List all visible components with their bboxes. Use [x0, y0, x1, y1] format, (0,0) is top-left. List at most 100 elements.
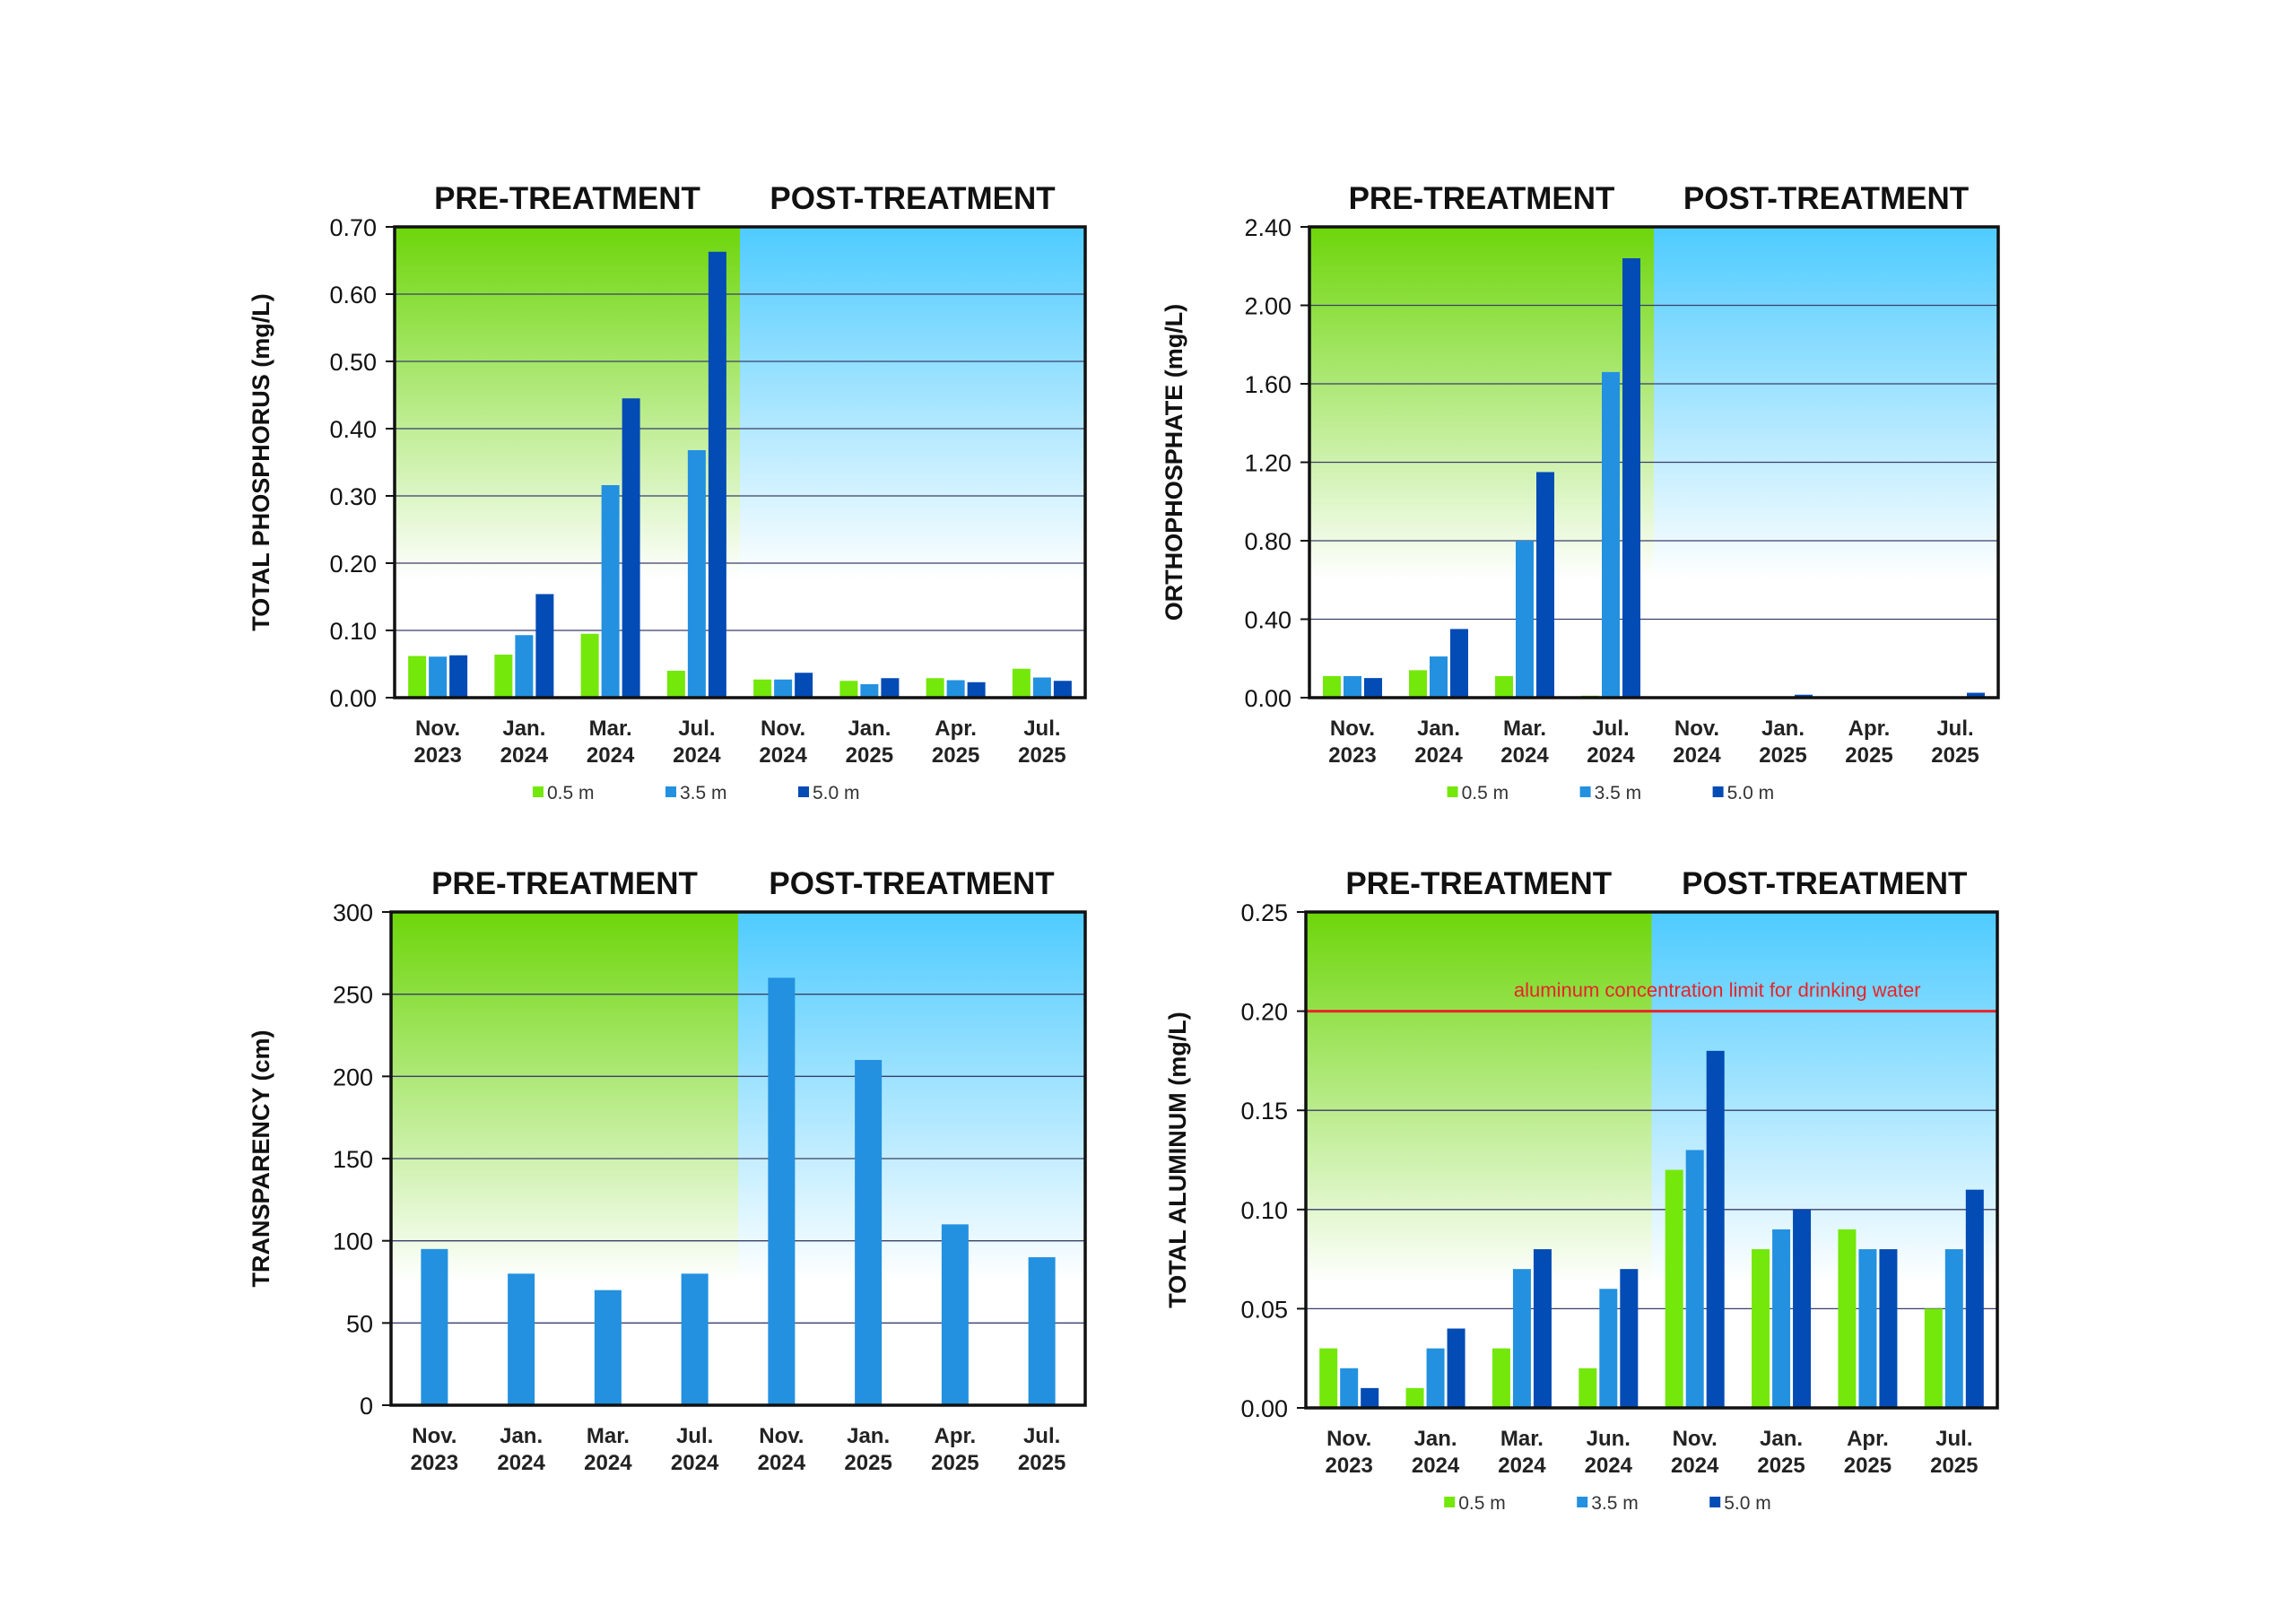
x-tick-year: 2024	[1500, 743, 1549, 768]
bar-0-5-m	[1319, 1348, 1338, 1408]
y-tick-label: 0.05	[1240, 1296, 1288, 1323]
x-tick-month: Nov.	[759, 1424, 804, 1448]
bar-3-5-m	[1944, 1249, 1963, 1408]
bar-5-0-m	[1053, 681, 1072, 698]
x-tick-month: Apr.	[935, 716, 977, 741]
y-tick-label: 0	[360, 1393, 373, 1420]
legend-label: 3.5 m	[680, 783, 727, 803]
chart-4: PRE-TREATMENT POST-TREATMENT 0.00 0.05 0.10 0…	[1164, 866, 1999, 1514]
bar-0-5-m	[1495, 675, 1513, 698]
x-tick-month: Jun.	[1587, 1427, 1631, 1451]
y-tick-label: 0.10	[329, 618, 377, 645]
x-tick-month: Jul.	[1936, 716, 1973, 741]
x-tick-year: 2025	[931, 1451, 978, 1475]
bar-5-0-m	[1967, 692, 1985, 698]
bar-0-5-m	[1323, 675, 1341, 698]
x-tick-month: Jul.	[1592, 716, 1629, 741]
bar-0-5-m	[1405, 1387, 1424, 1408]
pre-treatment-title: PRE-TREATMENT	[1349, 181, 1615, 216]
y-tick-label: 0.00	[1244, 685, 1292, 712]
plot-frame	[393, 225, 1087, 699]
bar-0-5-m	[494, 655, 513, 698]
x-tick-year: 2024	[497, 1451, 545, 1475]
bar-5-0-m	[1793, 1209, 1812, 1408]
bar-5-0-m	[1533, 1249, 1552, 1408]
y-tick-label: 150	[333, 1146, 373, 1173]
x-tick-month: Jan.	[1417, 716, 1460, 741]
bar-3-5-m	[601, 485, 620, 698]
bar-3-5-m	[687, 450, 706, 698]
x-tick-month: Mar.	[587, 1424, 630, 1448]
y-tick-label: 0.70	[329, 214, 377, 241]
bar-3-5-m	[1032, 677, 1051, 698]
bar-5-0-m	[1447, 1328, 1465, 1408]
bar-transparency	[1028, 1257, 1056, 1405]
bar-5-0-m	[967, 682, 986, 698]
bar-3-5-m	[1516, 541, 1534, 698]
limit-annotation: aluminum concentration limit for drinkin…	[1514, 979, 1921, 1002]
pre-treatment-region	[395, 227, 740, 698]
x-tick-month: Apr.	[935, 1424, 977, 1448]
x-tick-year: 2023	[1325, 1454, 1372, 1478]
legend-label: 0.5 m	[1458, 1493, 1506, 1514]
x-tick-year: 2025	[1759, 743, 1806, 768]
bar-0-5-m	[1752, 1249, 1770, 1408]
x-tick-year: 2025	[1930, 1454, 1978, 1478]
y-axis-label: TOTAL ALUMINUM (mg/L)	[1164, 1012, 1191, 1307]
x-tick-year: 2024	[500, 743, 549, 768]
post-treatment-title: POST-TREATMENT	[1683, 181, 1969, 216]
legend-swatch	[1709, 1497, 1721, 1507]
bar-5-0-m	[1361, 1387, 1379, 1408]
chart-2: PRE-TREATMENT POST-TREATMENT 0.00 0.40 0.80 1…	[1161, 181, 2000, 803]
y-tick-label: 0.25	[1240, 899, 1288, 926]
bar-3-5-m	[1599, 1289, 1618, 1408]
y-tick-label: 2.40	[1244, 214, 1292, 241]
legend-swatch	[533, 786, 544, 797]
bar-3-5-m	[1772, 1229, 1791, 1408]
x-tick-year: 2024	[671, 1451, 719, 1475]
x-tick-year: 2023	[411, 1451, 458, 1475]
legend-swatch	[798, 786, 809, 797]
y-tick-label: 0.40	[1244, 607, 1292, 634]
x-tick-month: Jul.	[1023, 716, 1060, 741]
bar-5-0-m	[1450, 629, 1468, 698]
bar-3-5-m	[1344, 675, 1361, 698]
bar-5-0-m	[535, 594, 554, 698]
bar-0-5-m	[1665, 1169, 1683, 1408]
x-tick-month: Jul.	[678, 716, 715, 741]
x-tick-month: Jan.	[1760, 1427, 1803, 1451]
x-tick-year: 2023	[413, 743, 461, 768]
bar-transparency	[508, 1273, 535, 1405]
legend-label: 5.0 m	[813, 783, 860, 803]
bar-transparency	[941, 1224, 969, 1405]
bar-0-5-m	[1578, 1368, 1597, 1408]
x-tick-year: 2025	[1931, 743, 1979, 768]
bar-transparency	[855, 1060, 883, 1405]
bar-transparency	[594, 1290, 622, 1405]
y-tick-label: 0.00	[1240, 1395, 1288, 1422]
legend-swatch	[1447, 786, 1458, 797]
x-tick-month: Jan.	[1761, 716, 1805, 741]
x-tick-year: 2024	[1673, 743, 1721, 768]
x-tick-month: Nov.	[1326, 1427, 1371, 1451]
x-tick-year: 2024	[1585, 1454, 1633, 1478]
bar-0-5-m	[1012, 668, 1031, 698]
x-tick-year: 2025	[1757, 1454, 1805, 1478]
bar-transparency	[768, 977, 796, 1405]
x-tick-year: 2024	[673, 743, 721, 768]
x-tick-year: 2023	[1328, 743, 1376, 768]
y-tick-label: 1.60	[1244, 371, 1292, 398]
x-tick-year: 2024	[584, 1451, 632, 1475]
x-tick-month: Nov.	[1673, 1427, 1718, 1451]
x-tick-year: 2025	[1018, 1451, 1065, 1475]
y-axis-label: TRANSPARENCY (cm)	[248, 1029, 274, 1287]
bar-3-5-m	[1685, 1150, 1704, 1408]
bar-3-5-m	[1858, 1249, 1877, 1408]
x-tick-year: 2025	[844, 1451, 891, 1475]
bar-transparency	[681, 1273, 709, 1405]
y-tick-label: 200	[333, 1064, 373, 1090]
bar-5-0-m	[1622, 258, 1640, 698]
x-tick-month: Mar.	[1500, 1427, 1544, 1451]
